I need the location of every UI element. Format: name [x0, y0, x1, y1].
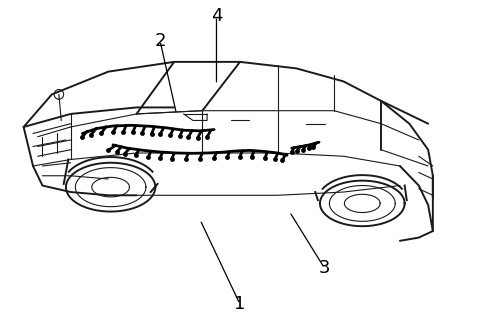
Text: 1: 1 — [234, 295, 246, 313]
Text: 2: 2 — [154, 32, 166, 50]
Text: 3: 3 — [319, 260, 330, 278]
Text: 4: 4 — [211, 7, 222, 25]
